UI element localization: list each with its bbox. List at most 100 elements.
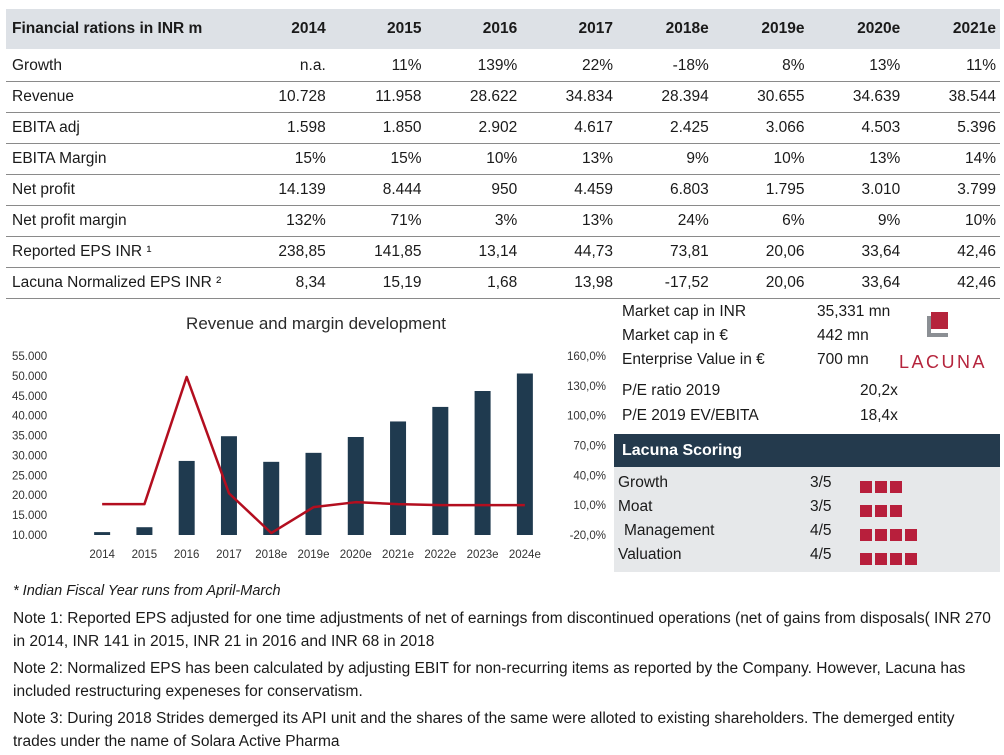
table-cell: 10%	[425, 143, 522, 175]
score-square	[875, 505, 887, 517]
table-cell: 30.655	[712, 81, 809, 113]
year-header: 2020e	[808, 9, 905, 51]
year-header: 2019e	[712, 9, 809, 51]
table-cell: 1.795	[712, 174, 809, 206]
revenue-bar	[94, 532, 111, 535]
scoring-value: 3/5	[810, 498, 832, 515]
score-square	[875, 481, 887, 493]
right-axis-tick: 160,0%	[567, 351, 606, 363]
score-square	[890, 529, 902, 541]
x-axis-tick: 2016	[174, 549, 200, 561]
year-header: 2016	[425, 9, 522, 51]
score-square	[890, 505, 902, 517]
table-cell: 15,19	[329, 267, 426, 299]
right-axis-tick: 70,0%	[573, 441, 606, 453]
scoring-value: 4/5	[810, 546, 832, 563]
table-cell: 15%	[234, 143, 330, 175]
table-cell: 3.010	[808, 174, 905, 206]
note-1: Note 1: Reported EPS adjusted for one ti…	[13, 610, 991, 650]
scoring-header: Lacuna Scoring	[614, 434, 1000, 467]
note-2: Note 2: Normalized EPS has been calculat…	[13, 660, 966, 700]
right-axis-tick: 10,0%	[573, 500, 606, 512]
table-cell: 6.803	[617, 174, 713, 206]
table-cell: 141,85	[329, 236, 426, 268]
table-cell: 132%	[234, 205, 330, 237]
x-axis-tick: 2014	[89, 549, 115, 561]
x-axis-tick: 2015	[132, 549, 158, 561]
right-axis-tick: 40,0%	[573, 470, 606, 482]
revenue-bar	[178, 460, 195, 535]
table-cell: 13%	[808, 50, 905, 82]
row-label: Lacuna Normalized EPS INR ²	[6, 267, 234, 299]
score-squares	[860, 549, 920, 573]
score-square	[890, 553, 902, 565]
table-cell: 3%	[425, 205, 522, 237]
ev-ebita-label: P/E 2019 EV/EBITA	[622, 407, 759, 424]
score-squares	[860, 477, 905, 501]
table-cell: 1.598	[234, 112, 330, 144]
score-squares	[860, 525, 920, 549]
x-axis-tick: 2021e	[382, 549, 414, 561]
chart-title: Revenue and margin development	[186, 314, 446, 333]
left-axis-tick: 15.000	[12, 510, 47, 522]
row-label: EBITA adj	[6, 112, 234, 144]
score-square	[905, 529, 917, 541]
table-cell: 28.622	[425, 81, 522, 113]
x-axis-tick: 2017	[216, 549, 242, 561]
revenue-bar	[390, 421, 407, 535]
scoring-value: 3/5	[810, 474, 832, 491]
table-cell: 71%	[329, 205, 426, 237]
table-row: Net profit margin 132% 71% 3% 13% 24% 6% 9% 10%	[6, 205, 1000, 237]
table-cell: 10%	[904, 205, 1000, 237]
revenue-bar	[220, 436, 237, 535]
score-square	[860, 481, 872, 493]
table-row: Growth n.a. 11% 139% 22% -18% 8% 13% 11%	[6, 50, 1000, 82]
table-cell: 15%	[329, 143, 426, 175]
table-cell: 34.639	[808, 81, 905, 113]
margin-line	[102, 375, 525, 535]
table-row: Revenue 10.728 11.958 28.622 34.834 28.394 30.…	[6, 81, 1000, 113]
table-cell: 5.396	[904, 112, 1000, 144]
left-axis-tick: 45.000	[12, 391, 47, 403]
table-cell: 10%	[712, 143, 809, 175]
year-header: 2018e	[617, 9, 713, 51]
table-row: Reported EPS INR ¹ 238,85 141,85 13,14 44,73…	[6, 236, 1000, 268]
table-cell: 20,06	[712, 236, 809, 268]
table-cell: 73,81	[617, 236, 713, 268]
left-axis-tick: 50.000	[12, 371, 47, 383]
scoring-label: Growth	[618, 474, 668, 491]
lacuna-logo: LACUNA	[893, 308, 993, 372]
lacuna-logo-text: LACUNA	[898, 352, 988, 372]
table-cell: 13%	[808, 143, 905, 175]
table-cell: 10.728	[234, 81, 330, 113]
table-cell: 4.617	[521, 112, 617, 144]
year-header: 2017	[521, 9, 617, 51]
revenue-bar	[432, 406, 449, 535]
year-header: 2015	[329, 9, 426, 51]
table-cell: 238,85	[234, 236, 330, 268]
row-label: Growth	[6, 50, 234, 82]
score-square	[860, 529, 872, 541]
table-cell: 11.958	[329, 81, 426, 113]
revenue-bar	[347, 436, 364, 535]
ev-ebita-value: 18,4x	[860, 407, 898, 424]
score-square	[875, 553, 887, 565]
revenue-bar	[136, 527, 153, 535]
right-axis-tick: 100,0%	[567, 411, 606, 423]
left-axis-tick: 30.000	[12, 450, 47, 462]
score-square	[860, 553, 872, 565]
x-axis-tick: 2019e	[298, 549, 330, 561]
row-label: EBITA Margin	[6, 143, 234, 175]
table-cell: 1.850	[329, 112, 426, 144]
info-panel: Market cap in INR 35,331 mn Market cap i…	[614, 300, 1000, 572]
table-cell: 38.544	[904, 81, 1000, 113]
revenue-margin-chart: Revenue and margin development 55.000 50.…	[6, 300, 612, 574]
table-cell: 14.139	[234, 174, 330, 206]
table-cell: 14%	[904, 143, 1000, 175]
score-square	[860, 505, 872, 517]
table-cell: 42,46	[904, 236, 1000, 268]
score-squares	[860, 501, 905, 525]
left-axis-tick: 55.000	[12, 351, 47, 363]
table-cell: n.a.	[234, 50, 330, 82]
table-cell: 950	[425, 174, 522, 206]
